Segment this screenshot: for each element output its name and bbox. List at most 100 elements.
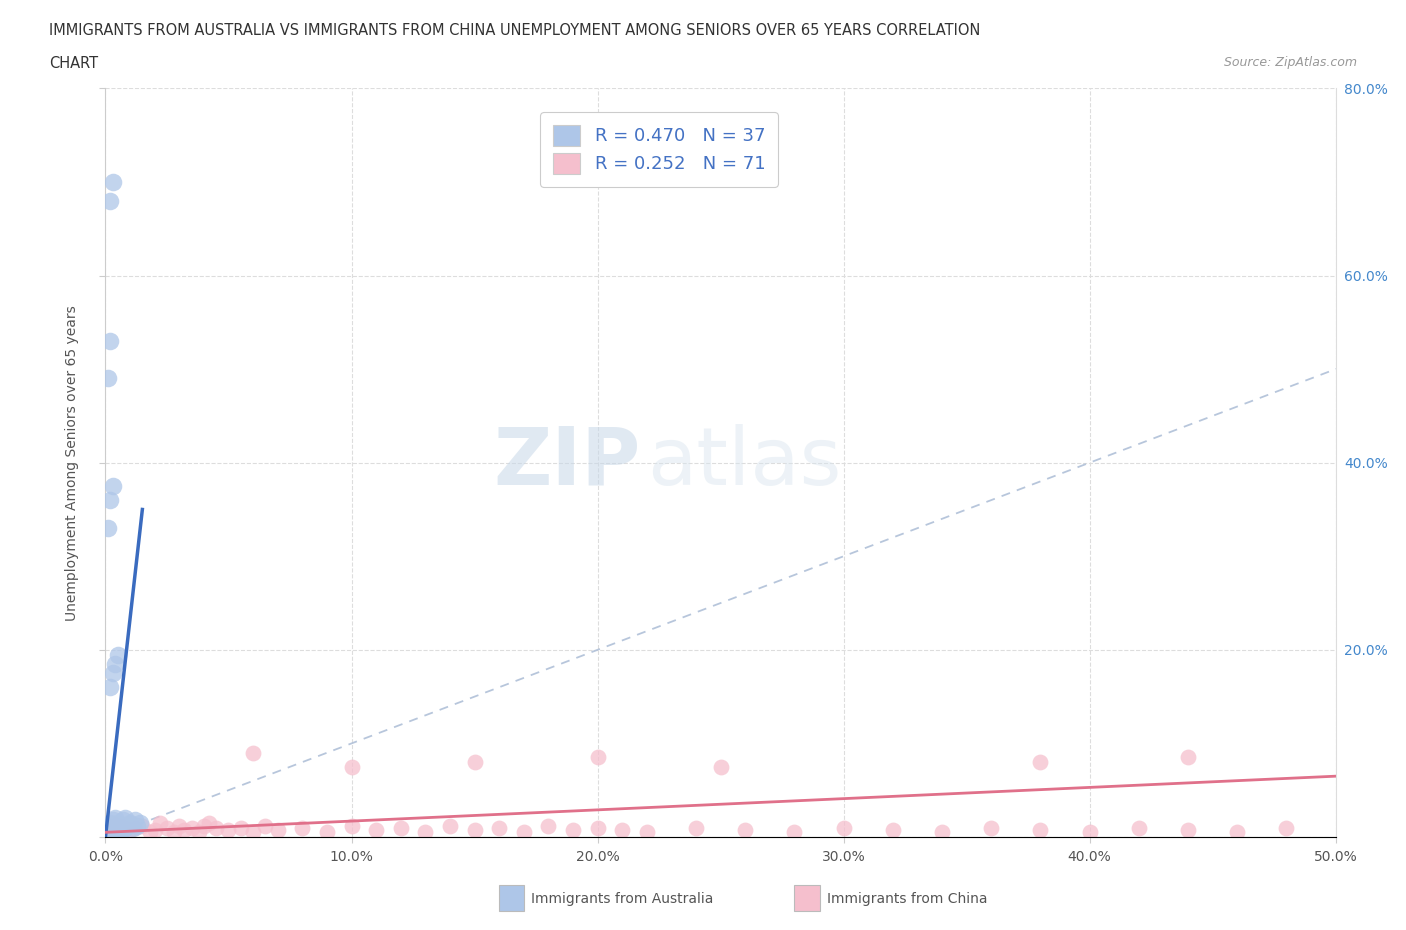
- Point: [415, 825, 437, 840]
- Point: [121, 820, 143, 835]
- Point: [1078, 825, 1101, 840]
- Point: [1275, 820, 1298, 835]
- Text: atlas: atlas: [647, 424, 841, 501]
- Point: [101, 818, 124, 833]
- Point: [104, 818, 127, 833]
- Point: [111, 813, 134, 828]
- Point: [107, 822, 129, 837]
- Point: [98, 193, 122, 208]
- Point: [242, 745, 264, 760]
- Point: [127, 818, 149, 833]
- Point: [107, 822, 129, 837]
- Point: [107, 647, 129, 662]
- Point: [98, 680, 122, 695]
- Point: [291, 820, 314, 835]
- Point: [1029, 822, 1052, 837]
- Point: [110, 825, 132, 840]
- Text: Immigrants from China: Immigrants from China: [827, 892, 987, 907]
- Point: [120, 822, 141, 837]
- Point: [173, 822, 195, 837]
- Point: [315, 825, 337, 840]
- Point: [267, 822, 290, 837]
- Point: [169, 818, 191, 833]
- Point: [117, 818, 139, 833]
- Point: [180, 820, 202, 835]
- Point: [537, 818, 560, 833]
- Point: [832, 820, 855, 835]
- Point: [101, 813, 124, 828]
- Point: [98, 825, 122, 840]
- Point: [98, 818, 122, 833]
- Point: [111, 822, 134, 837]
- Point: [111, 822, 134, 837]
- Point: [98, 493, 122, 508]
- Point: [104, 825, 127, 840]
- Point: [117, 825, 139, 840]
- Point: [97, 822, 120, 837]
- Point: [138, 825, 162, 840]
- Point: [1128, 820, 1150, 835]
- Point: [513, 825, 536, 840]
- Point: [143, 822, 166, 837]
- Point: [104, 820, 127, 835]
- Point: [98, 820, 122, 835]
- Point: [1226, 825, 1249, 840]
- Point: [101, 666, 124, 681]
- Point: [229, 820, 252, 835]
- Point: [193, 818, 215, 833]
- Point: [97, 825, 120, 840]
- Point: [586, 820, 609, 835]
- Point: [124, 820, 146, 835]
- Point: [98, 825, 122, 840]
- Y-axis label: Unemployment Among Seniors over 65 years: Unemployment Among Seniors over 65 years: [65, 305, 79, 620]
- Point: [340, 760, 363, 775]
- Point: [980, 820, 1002, 835]
- Point: [120, 816, 141, 830]
- Text: IMMIGRANTS FROM AUSTRALIA VS IMMIGRANTS FROM CHINA UNEMPLOYMENT AMONG SENIORS OV: IMMIGRANTS FROM AUSTRALIA VS IMMIGRANTS …: [49, 23, 980, 38]
- Text: CHART: CHART: [49, 56, 98, 71]
- Point: [104, 825, 127, 840]
- Point: [110, 818, 132, 833]
- Point: [101, 175, 124, 190]
- Point: [149, 816, 172, 830]
- Point: [218, 822, 240, 837]
- Point: [389, 820, 412, 835]
- Point: [205, 820, 228, 835]
- Point: [1177, 750, 1199, 764]
- Point: [110, 825, 132, 840]
- Point: [129, 816, 152, 830]
- Point: [114, 820, 136, 835]
- Point: [610, 822, 633, 837]
- Point: [586, 750, 609, 764]
- Point: [562, 822, 585, 837]
- Point: [101, 479, 124, 494]
- Point: [101, 816, 124, 830]
- Point: [340, 818, 363, 833]
- Point: [1177, 822, 1199, 837]
- Point: [464, 755, 486, 770]
- Point: [107, 816, 129, 830]
- Point: [114, 811, 136, 826]
- Point: [104, 657, 127, 671]
- Point: [188, 825, 211, 840]
- Point: [163, 825, 186, 840]
- Point: [1029, 755, 1052, 770]
- Point: [97, 818, 120, 833]
- Point: [366, 822, 388, 837]
- Text: Immigrants from Australia: Immigrants from Australia: [531, 892, 714, 907]
- Point: [98, 334, 122, 349]
- Text: Source: ZipAtlas.com: Source: ZipAtlas.com: [1223, 56, 1357, 69]
- Point: [131, 818, 153, 833]
- Point: [242, 825, 264, 840]
- Point: [156, 820, 179, 835]
- Point: [97, 371, 120, 386]
- Point: [97, 820, 120, 835]
- Point: [110, 818, 132, 833]
- Point: [114, 820, 136, 835]
- Point: [104, 811, 127, 826]
- Point: [734, 822, 756, 837]
- Point: [197, 816, 221, 830]
- Legend: R = 0.470   N = 37, R = 0.252   N = 71: R = 0.470 N = 37, R = 0.252 N = 71: [540, 113, 778, 187]
- Point: [97, 521, 120, 536]
- Point: [439, 818, 461, 833]
